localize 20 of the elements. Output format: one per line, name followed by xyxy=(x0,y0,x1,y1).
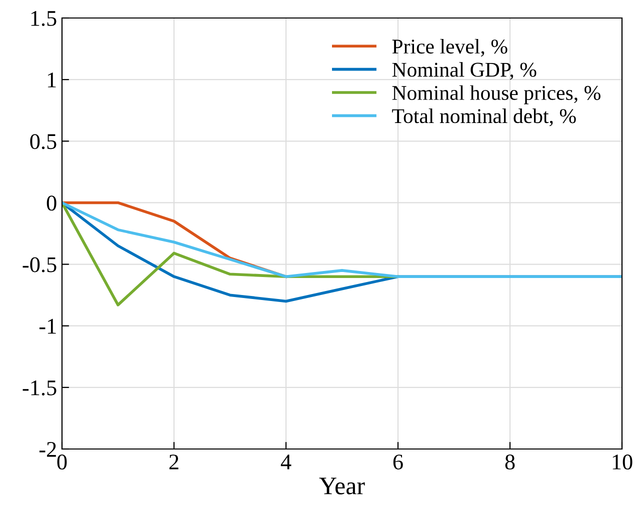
legend-label: Price level, % xyxy=(392,38,508,57)
y-tick-label: 0.5 xyxy=(30,134,56,150)
x-axis-title: Year xyxy=(319,478,365,494)
y-tick-label: -1.5 xyxy=(22,380,56,396)
legend-label: Nominal house prices, % xyxy=(392,85,600,104)
x-tick-label: 10 xyxy=(612,454,632,470)
x-tick-label: 0 xyxy=(57,454,67,470)
legend-label: Total nominal debt, % xyxy=(392,108,576,126)
y-tick-label: 0 xyxy=(46,196,56,211)
y-tick-label: 1 xyxy=(48,72,56,88)
x-tick-label: 2 xyxy=(169,454,178,470)
x-tick-label: 8 xyxy=(505,454,515,470)
y-tick-label: -0.5 xyxy=(22,257,56,272)
y-tick-label: -1 xyxy=(39,318,56,334)
legend-label: Nominal GDP, % xyxy=(392,62,536,80)
x-tick-label: 6 xyxy=(393,454,403,470)
x-tick-label: 4 xyxy=(280,454,292,470)
y-tick-label: -2 xyxy=(39,442,56,457)
line-series xyxy=(62,201,622,278)
y-tick-label: 1.5 xyxy=(31,11,56,26)
